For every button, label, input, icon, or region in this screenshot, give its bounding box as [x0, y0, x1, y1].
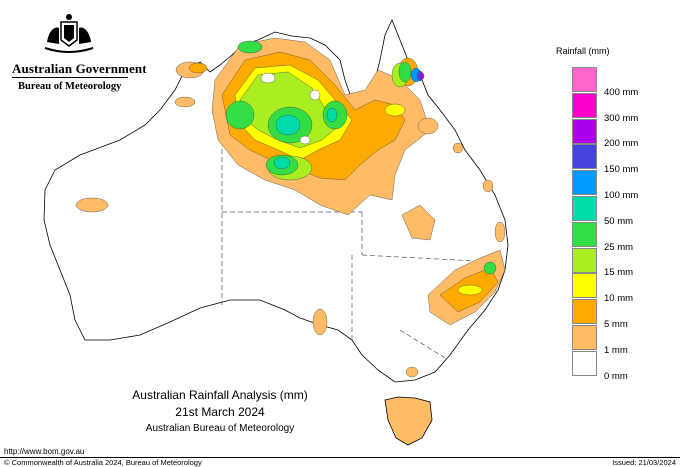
legend-swatch: [572, 67, 597, 92]
legend-title: Rainfall (mm): [556, 46, 610, 56]
legend-swatch: [572, 118, 597, 144]
coat-of-arms-icon: [44, 14, 94, 53]
legend-swatch: [572, 247, 597, 273]
legend-swatch: [572, 221, 597, 247]
copyright-text: © Commonwealth of Australia 2024, Bureau…: [4, 458, 202, 467]
legend-label: 1 mm: [604, 344, 628, 356]
agency-title: Bureau of Meteorology: [18, 81, 122, 92]
legend-label: 200 mm: [604, 138, 639, 150]
legend-label: 400 mm: [604, 86, 639, 98]
legend-swatch: [572, 92, 597, 118]
legend-swatch: [572, 299, 597, 325]
legend-swatch: [572, 325, 597, 350]
legend-label: 10 mm: [604, 293, 634, 305]
legend-swatch: [572, 350, 597, 376]
legend-label: 5 mm: [604, 319, 628, 330]
legend-label: 0 mm: [604, 370, 628, 382]
legend-label: 100 mm: [604, 190, 639, 201]
map-organisation: Australian Bureau of Meteorology: [145, 423, 295, 434]
rain-50mm-areas: [273, 107, 338, 170]
legend-swatch: [572, 144, 597, 170]
government-title: Australian Government: [12, 61, 147, 76]
state-borders: [221, 125, 496, 359]
legend-swatch: [572, 196, 597, 221]
issued-date: Issued: 21/03/2024: [612, 458, 676, 467]
rain-heavy-areas: [410, 67, 425, 83]
map-title: Australian Rainfall Analysis (mm): [132, 388, 308, 402]
map-date: 21st March 2024: [175, 405, 265, 419]
legend-swatch: [572, 170, 597, 196]
legend-label: 25 mm: [604, 241, 634, 253]
legend-label: 300 mm: [604, 112, 639, 124]
legend-label: 50 mm: [604, 215, 634, 227]
tasmania-outline: [384, 396, 433, 446]
website-link[interactable]: http://www.bom.gov.au: [4, 447, 85, 456]
legend-swatch: [572, 273, 597, 299]
coat-of-arms: [8, 12, 130, 61]
footer-divider: [0, 457, 680, 458]
title-divider: [12, 77, 128, 78]
legend-label: 15 mm: [604, 267, 634, 279]
dry-pockets: [260, 72, 321, 145]
legend-label: 150 mm: [604, 164, 639, 176]
